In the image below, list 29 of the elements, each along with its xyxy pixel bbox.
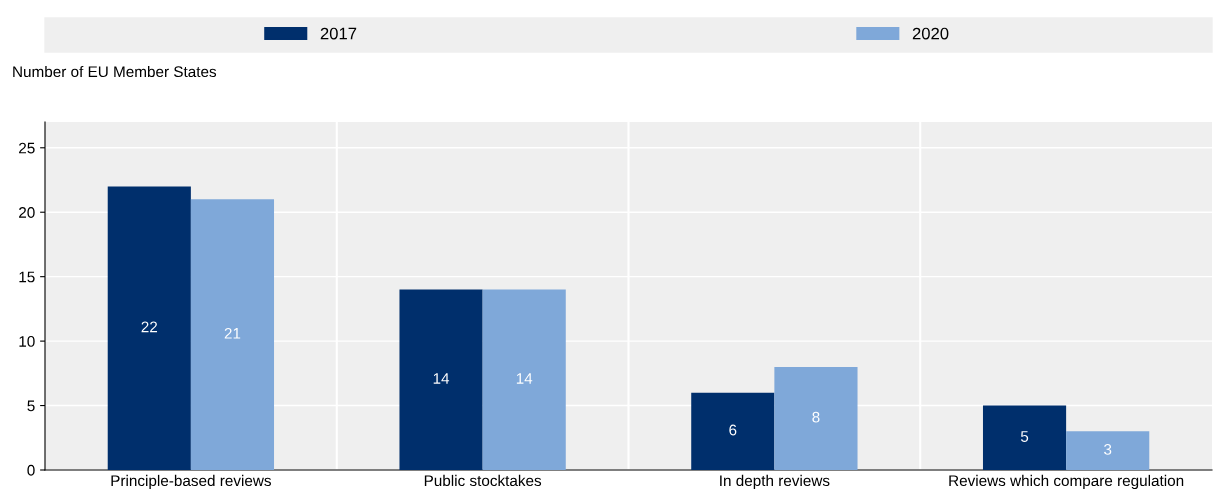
data-label: 22	[141, 321, 158, 333]
y-tick-label: 15	[19, 271, 35, 283]
data-label: 3	[1104, 443, 1112, 455]
y-tick-label: 25	[19, 142, 35, 154]
x-tick-label: Public stocktakes	[424, 474, 542, 487]
x-tick-label: Reviews which compare regulation	[949, 474, 1184, 490]
legend-label: 2020	[912, 27, 949, 40]
bar	[107, 186, 191, 470]
bar	[482, 289, 566, 470]
y-axis-title: Number of EU Member States	[13, 65, 217, 78]
data-label: 14	[516, 373, 533, 384]
data-label: 21	[224, 327, 241, 339]
bar	[399, 289, 483, 470]
y-tick-label: 5	[27, 400, 35, 412]
y-tick-label: 10	[19, 335, 35, 347]
x-tick-label: In depth reviews	[720, 474, 830, 490]
bar	[190, 199, 275, 470]
bar	[691, 392, 775, 470]
bar	[774, 366, 858, 470]
legend-label: 2017	[320, 27, 357, 40]
bar	[982, 405, 1067, 470]
data-label: 8	[812, 411, 820, 423]
y-tick-label: 0	[27, 464, 35, 476]
data-label: 6	[729, 424, 737, 436]
data-label: 5	[1020, 431, 1029, 442]
bar	[1066, 431, 1150, 470]
x-tick-label: Principle-based reviews	[111, 474, 271, 490]
y-tick-label: 20	[19, 207, 35, 218]
data-label: 14	[433, 373, 450, 384]
